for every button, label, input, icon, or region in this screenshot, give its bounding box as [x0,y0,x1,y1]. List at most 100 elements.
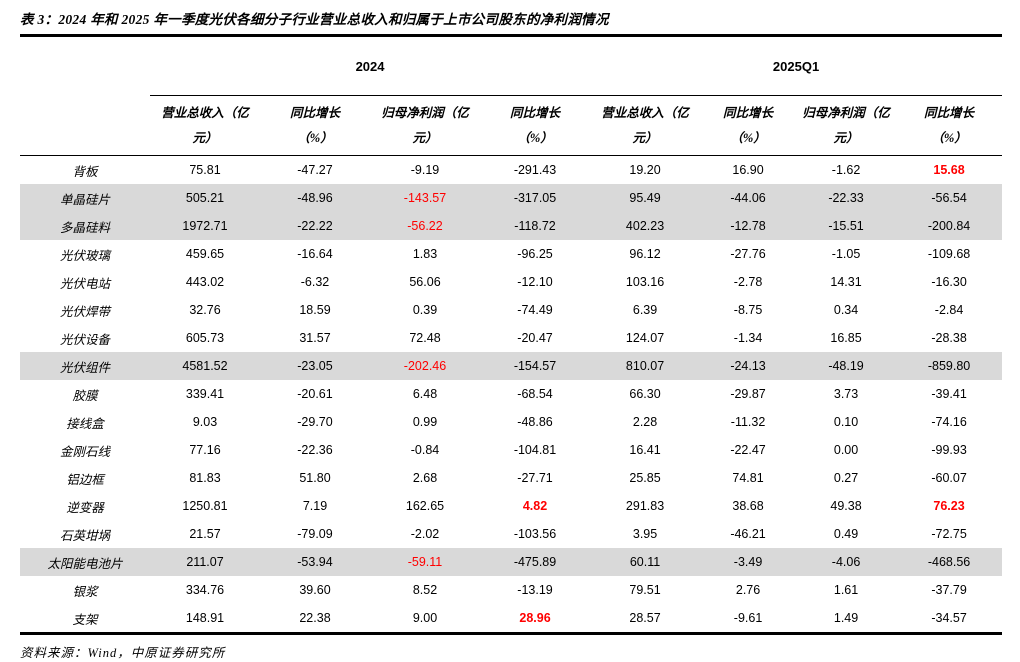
table-cell: 2.76 [735,583,761,597]
table-cell: 31.57 [299,331,331,345]
table-cell: -44.06 [700,184,797,212]
pv-subsector-table: 2024 2025Q1 营业总收入（亿 元） 同比增长 （%） 归母净利润（亿 元） 同比增… [20,34,1003,635]
row-label: 光伏玻璃 [59,248,110,263]
table-row: 背板 75.81 -47.27 -9.19 -291.43 19.20 16.90 -1.62… [20,156,1002,185]
table-cell: 56.06 [409,275,441,289]
table-cell: 4581.52 [150,352,260,380]
table-cell: 66.30 [629,387,661,401]
group-header-2024: 2024 [150,35,591,96]
table-cell: -22.22 [260,212,370,240]
row-label: 逆变器 [66,500,104,515]
table-cell: 459.65 [185,247,225,261]
table-cell: -15.51 [796,212,897,240]
column-header: 归母净利润（亿 元） [370,95,480,156]
table-cell: 505.21 [150,184,260,212]
table-cell: 3.95 [632,527,658,541]
table-cell: 51.80 [299,471,331,485]
table-row: 铝边框 81.83 51.80 2.68 -27.71 25.85 74.81 0.27 -60… [20,464,1002,492]
table-row: 逆变器 1250.81 7.19 162.65 4.82 291.83 38.68 49.38… [20,492,1002,520]
table-cell: -13.19 [517,583,553,597]
table-cell: -12.10 [517,275,553,289]
table-cell: -79.09 [297,527,333,541]
table-cell: 334.76 [185,583,225,597]
table-cell: -27.71 [517,471,553,485]
column-header: 归母净利润（亿 元） [796,95,897,156]
table-cell: -28.38 [931,331,967,345]
table-cell: -22.47 [730,443,766,457]
row-label: 金刚石线 [59,444,110,459]
table-cell: 124.07 [625,331,665,345]
table-cell: -23.05 [260,352,370,380]
table-cell: -22.33 [796,184,897,212]
row-label: 石英坩埚 [59,528,110,543]
table-cell: -4.06 [796,548,897,576]
row-label: 光伏组件 [20,352,150,380]
table-cell: -2.78 [733,275,763,289]
column-header: 同比增长 （%） [896,95,1003,156]
table-cell: 22.38 [299,611,331,625]
row-label: 背板 [72,164,98,179]
table-cell: 1.49 [833,611,859,625]
table-row: 金刚石线 77.16 -22.36 -0.84 -104.81 16.41 -22.47 0.… [20,436,1002,464]
table-cell: -68.54 [517,387,553,401]
table-cell: -859.80 [896,352,1003,380]
table-cell: 162.65 [405,499,445,513]
table-cell: 0.34 [833,303,859,317]
table-row: 太阳能电池片 211.07 -53.94 -59.11 -475.89 60.11 -3.4… [20,548,1003,576]
table-cell: 2.28 [632,415,658,429]
table-cell: -56.54 [896,184,1003,212]
row-label: 接线盒 [66,416,104,431]
table-cell: -9.61 [733,611,763,625]
table-cell: 0.10 [833,415,859,429]
table-cell: 81.83 [189,471,221,485]
table-cell: 16.41 [629,443,661,457]
table-cell: -37.79 [931,583,967,597]
table-cell: 39.60 [299,583,331,597]
table-cell: 76.23 [933,499,965,513]
table-cell: 75.81 [189,163,221,177]
table-cell: 28.96 [519,611,551,625]
column-header: 营业总收入（亿 元） [590,95,701,156]
table-cell: -60.07 [931,471,967,485]
table-cell: 18.59 [299,303,331,317]
table-cell: 2.68 [412,471,438,485]
row-label-header [20,95,150,156]
table-cell: -34.57 [931,611,967,625]
table-title: 表 3：2024 年和 2025 年一季度光伏各细分子行业营业总收入和归属于上市… [20,12,609,27]
table-cell: 339.41 [185,387,225,401]
column-header: 同比增长 （%） [260,95,370,156]
table-cell: -48.86 [517,415,553,429]
row-label: 胶膜 [72,388,98,403]
table-cell: 79.51 [629,583,661,597]
table-cell: 443.02 [185,275,225,289]
table-cell: -48.96 [260,184,370,212]
table-cell: 95.49 [590,184,701,212]
table-cell: 0.49 [833,527,859,541]
table-row: 多晶硅料 1972.71 -22.22 -56.22 -118.72 402.23 -12.… [20,212,1003,240]
table-cell: -109.68 [927,247,971,261]
table-cell: -118.72 [480,212,591,240]
table-cell: -29.70 [297,415,333,429]
table-cell: 49.38 [830,499,862,513]
table-cell: -475.89 [480,548,591,576]
table-cell: 14.31 [830,275,862,289]
table-row: 光伏焊带 32.76 18.59 0.39 -74.49 6.39 -8.75 0.34 -2.… [20,296,1002,324]
table-cell: -48.19 [796,352,897,380]
table-cell: -74.49 [517,303,553,317]
table-cell: 25.85 [629,471,661,485]
table-row: 光伏组件 4581.52 -23.05 -202.46 -154.57 810.07 -24… [20,352,1003,380]
table-cell: -291.43 [513,163,557,177]
table-cell: -468.56 [896,548,1003,576]
table-cell: 103.16 [625,275,665,289]
column-header: 同比增长 （%） [700,95,797,156]
table-cell: 0.00 [833,443,859,457]
table-cell: -317.05 [480,184,591,212]
table-cell: 3.73 [833,387,859,401]
table-cell: -1.05 [831,247,861,261]
table-cell: 810.07 [590,352,701,380]
table-cell: -11.32 [730,415,766,429]
table-cell: 96.12 [629,247,661,261]
table-cell: 38.68 [732,499,764,513]
table-row: 光伏玻璃 459.65 -16.64 1.83 -96.25 96.12 -27.76 -1.… [20,240,1002,268]
table-cell: 60.11 [590,548,701,576]
